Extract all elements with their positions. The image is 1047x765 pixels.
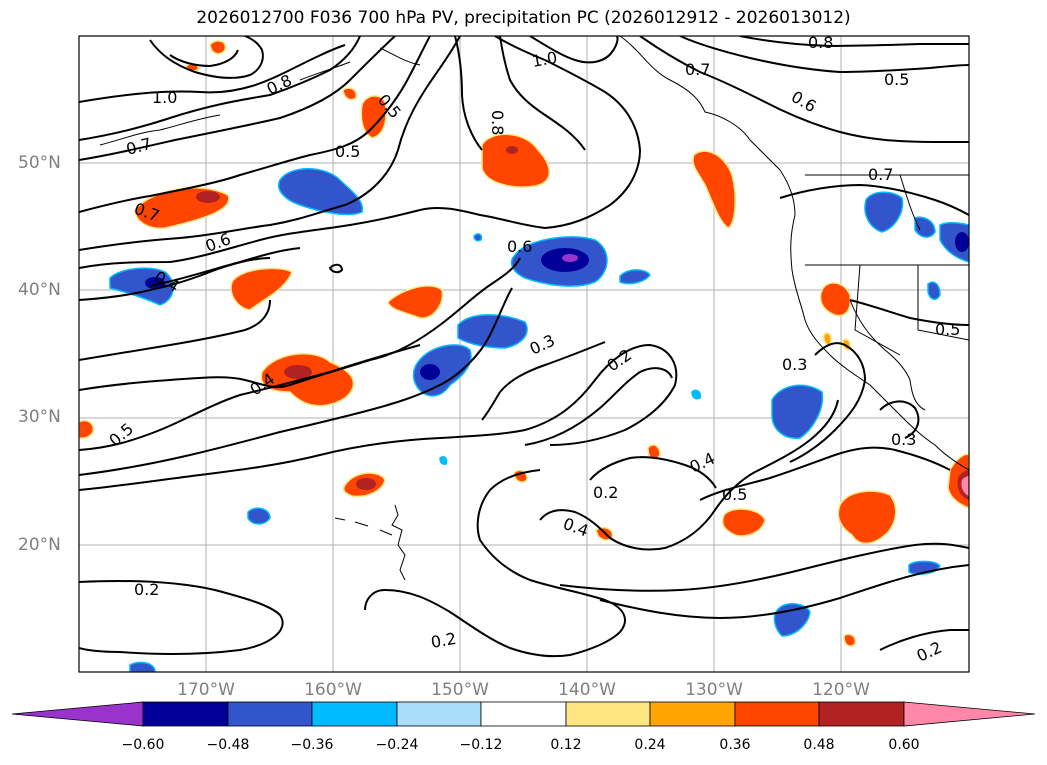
contour-label: 0.5 [335, 142, 360, 161]
colorbar-tick: −0.48 [206, 737, 250, 753]
colorbar-swatch [396, 701, 482, 727]
contour-label: 0.2 [593, 483, 618, 502]
contour-label: 0.3 [782, 355, 807, 374]
contour-label: 0.5 [722, 485, 747, 504]
contour-label: 0.3 [527, 331, 558, 359]
colorbar-swatch [734, 701, 820, 727]
contour-label: 1.0 [530, 48, 558, 71]
lon-label-130w: 130°W [685, 680, 743, 700]
lon-label-160w: 160°W [304, 680, 362, 700]
colorbar-swatch [480, 701, 567, 727]
lat-label-30n: 30°N [18, 407, 61, 427]
colorbar-swatch [11, 701, 144, 727]
precip-negative-shading [109, 168, 969, 672]
contour-label: 0.8 [808, 33, 833, 52]
contour-label: 0.7 [868, 165, 893, 184]
contour-label: 0.6 [788, 87, 820, 116]
contour-label: 0.6 [507, 237, 532, 256]
pv-contours [79, 36, 969, 658]
colorbar [11, 701, 1036, 727]
colorbar-swatch [311, 701, 398, 727]
colorbar-tick: −0.36 [290, 737, 334, 753]
contour-label: 0.8 [488, 110, 507, 135]
map-frame [78, 35, 970, 673]
contour-label: 0.7 [685, 60, 710, 79]
contour-label: 0.5 [935, 320, 960, 339]
colorbar-swatch [649, 701, 736, 727]
colorbar-tick: 0.60 [888, 737, 920, 753]
contour-label: 0.4 [687, 449, 718, 477]
contour-label: 0.2 [914, 638, 945, 666]
colorbar-tick: −0.12 [459, 737, 503, 753]
colorbar-tick: 0.24 [634, 737, 666, 753]
lat-label-50n: 50°N [18, 153, 61, 173]
colorbar-tick: −0.60 [121, 737, 165, 753]
contour-label: 0.5 [884, 70, 909, 89]
lon-label-140w: 140°W [558, 680, 616, 700]
contour-label: 1.0 [152, 88, 177, 107]
colorbar-swatch [818, 701, 905, 727]
coastlines [99, 36, 969, 581]
contour-label: 0.2 [134, 580, 159, 599]
lat-label-20n: 20°N [18, 535, 61, 555]
lon-label-150w: 150°W [431, 680, 489, 700]
colorbar-tick: 0.12 [550, 737, 582, 753]
lon-label-120w: 120°W [812, 680, 870, 700]
colorbar-tick: 0.48 [803, 737, 835, 753]
lon-label-170w: 170°W [177, 680, 235, 700]
contour-label: 0.2 [429, 629, 457, 652]
colorbar-swatch [227, 701, 313, 727]
map-title: 2026012700 F036 700 hPa PV, precipitatio… [196, 8, 851, 28]
lat-label-40n: 40°N [18, 280, 61, 300]
colorbar-tick: 0.36 [719, 737, 751, 753]
colorbar-tick: −0.24 [375, 737, 419, 753]
contour-label: 0.7 [124, 134, 154, 159]
contour-label: 0.3 [891, 430, 916, 449]
colorbar-swatch [903, 701, 1036, 727]
contour-label: 0.6 [203, 229, 233, 256]
colorbar-swatch [565, 701, 651, 727]
colorbar-swatch [142, 701, 229, 727]
